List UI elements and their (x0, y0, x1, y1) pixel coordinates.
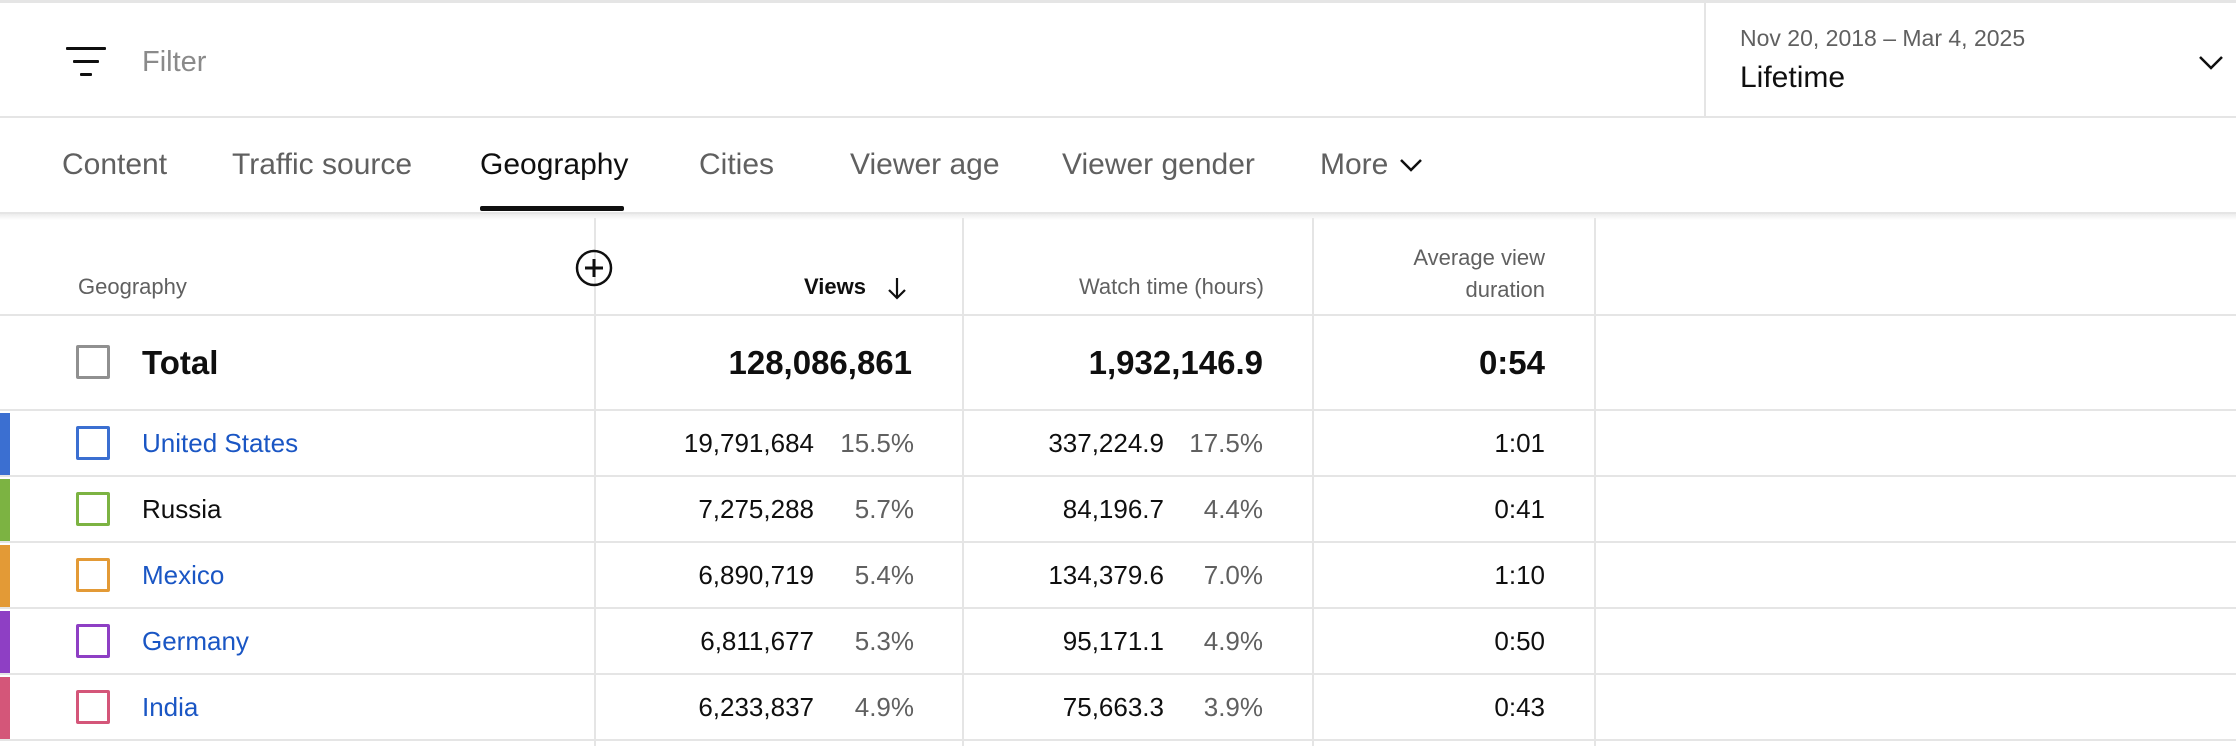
row-checkbox-mexico[interactable] (76, 558, 110, 592)
row-views-pct: 15.5% (840, 428, 914, 458)
row-divider (0, 739, 2236, 741)
row-divider (0, 475, 2236, 477)
date-range-label: Lifetime (1740, 61, 1846, 94)
row-avg-view-duration: 0:41 (1494, 494, 1545, 524)
tab-viewer-gender[interactable]: Viewer gender (1062, 148, 1255, 181)
total-label: Total (142, 344, 219, 381)
row-views: 19,791,684 (683, 428, 814, 458)
add-circle-icon[interactable] (574, 248, 614, 288)
column-header-geography: Geography (78, 274, 187, 299)
column-divider (962, 218, 964, 746)
row-views-pct: 5.4% (854, 560, 914, 590)
row-color-indicator (0, 413, 10, 475)
row-watch-pct: 17.5% (1189, 428, 1263, 458)
row-views-pct: 5.3% (854, 626, 914, 656)
row-watch-pct: 3.9% (1203, 692, 1263, 722)
row-watch-pct: 7.0% (1203, 560, 1263, 590)
tab-more[interactable]: More (1320, 148, 1389, 181)
column-header-views[interactable]: Views (804, 274, 866, 299)
column-divider (1594, 218, 1596, 746)
row-checkbox-united-states[interactable] (76, 426, 110, 460)
tab-traffic-source[interactable]: Traffic source (232, 148, 413, 181)
tab-cities[interactable]: Cities (699, 148, 775, 181)
row-divider (0, 673, 2236, 675)
date-range-text: Nov 20, 2018 – Mar 4, 2025 (1740, 25, 2026, 51)
total-watch-time: 1,932,146.9 (1088, 344, 1263, 381)
row-checkbox-india[interactable] (76, 690, 110, 724)
row-watch-time: 134,379.6 (1048, 560, 1164, 590)
row-views: 6,233,837 (698, 692, 814, 722)
row-name-united-states[interactable]: United States (142, 428, 299, 458)
row-watch-time: 95,171.1 (1062, 626, 1164, 656)
row-name-russia: Russia (142, 494, 222, 524)
row-views: 6,890,719 (698, 560, 814, 590)
active-tab-indicator (480, 206, 624, 211)
filter-list-icon[interactable] (66, 47, 106, 77)
row-watch-pct: 4.9% (1203, 626, 1263, 656)
row-name-mexico[interactable]: Mexico (142, 560, 225, 590)
row-name-germany[interactable]: Germany (142, 626, 249, 656)
row-views: 6,811,677 (700, 626, 814, 656)
chevron-down-icon (1400, 159, 1422, 172)
row-avg-view-duration: 0:50 (1494, 626, 1545, 656)
column-divider (1312, 218, 1314, 746)
row-checkbox-germany[interactable] (76, 624, 110, 658)
row-avg-view-duration: 0:43 (1494, 692, 1545, 722)
column-divider (594, 218, 596, 746)
row-views-pct: 4.9% (854, 692, 914, 722)
row-color-indicator (0, 611, 10, 673)
row-divider (0, 314, 2236, 316)
tabs-divider (0, 214, 2236, 220)
row-color-indicator (0, 677, 10, 739)
row-views: 7,275,288 (698, 494, 814, 524)
total-avg-view-duration: 0:54 (1478, 344, 1545, 381)
row-checkbox-russia[interactable] (76, 492, 110, 526)
avg-view-duration-line2: duration (1465, 277, 1545, 302)
total-checkbox[interactable] (76, 345, 110, 379)
chevron-down-icon (2199, 56, 2223, 70)
row-avg-view-duration: 1:01 (1494, 428, 1545, 458)
row-color-indicator (0, 545, 10, 607)
row-watch-pct: 4.4% (1203, 494, 1263, 524)
row-divider (0, 607, 2236, 609)
filter-bar: Filter Nov 20, 2018 – Mar 4, 2025 Lifeti… (0, 0, 2236, 118)
column-header-watch-time[interactable]: Watch time (hours) (1078, 274, 1264, 299)
row-watch-time: 75,663.3 (1062, 692, 1164, 722)
arrow-down-icon[interactable] (886, 276, 908, 302)
tab-bar: Content Traffic source Geography Cities … (0, 118, 2236, 214)
avg-view-duration-line1: Average view (1413, 245, 1545, 270)
row-avg-view-duration: 1:10 (1494, 560, 1545, 590)
tab-viewer-age[interactable]: Viewer age (850, 148, 1000, 181)
geography-table: Geography Views Watch time (hours) Avera… (0, 218, 2236, 746)
total-views: 128,086,861 (728, 344, 912, 381)
row-divider (0, 541, 2236, 543)
column-header-avg-view-duration[interactable]: Average view duration (1413, 242, 1545, 306)
tab-content[interactable]: Content (62, 148, 168, 181)
row-name-india[interactable]: India (142, 692, 199, 722)
filter-input[interactable]: Filter (142, 46, 207, 78)
row-watch-time: 337,224.9 (1048, 428, 1164, 458)
tab-geography[interactable]: Geography (480, 148, 629, 181)
date-range-picker[interactable]: Nov 20, 2018 – Mar 4, 2025 Lifetime (1704, 3, 2236, 118)
row-color-indicator (0, 479, 10, 541)
row-divider (0, 409, 2236, 411)
row-views-pct: 5.7% (854, 494, 914, 524)
row-watch-time: 84,196.7 (1062, 494, 1164, 524)
